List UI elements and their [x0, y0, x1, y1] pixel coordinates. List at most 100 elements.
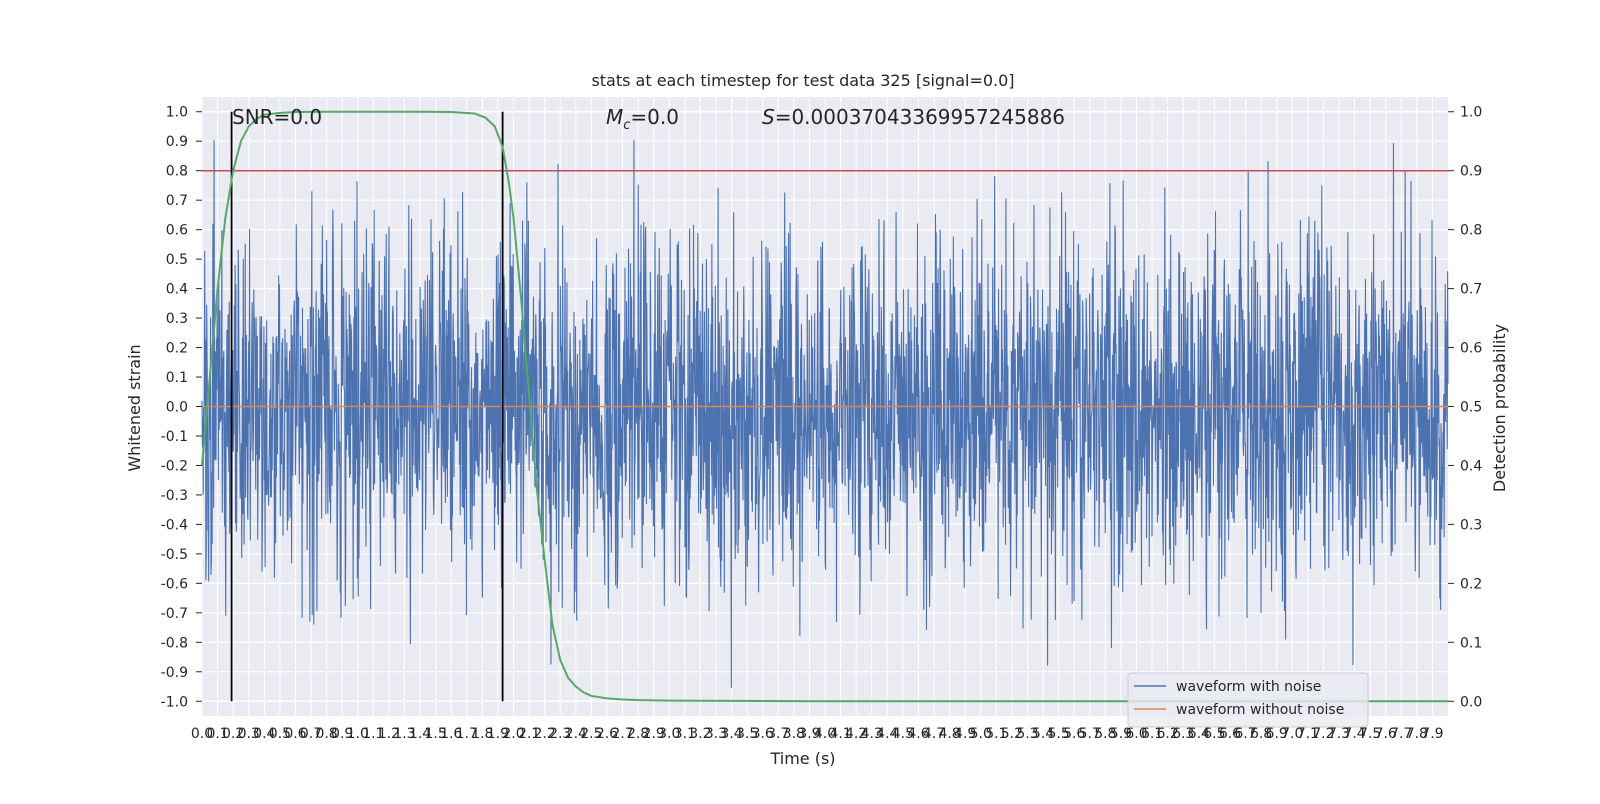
x-tick-label: 3.1	[674, 726, 696, 742]
x-tick-label: 6.2	[1157, 726, 1179, 742]
x-tick-label: 0.2	[222, 726, 244, 742]
y-tick-label: 0.3	[166, 311, 188, 327]
x-tick-label: 3.2	[689, 726, 711, 742]
x-tick-label: 0.3	[238, 726, 260, 742]
x-axis-label: Time (s)	[769, 749, 835, 768]
x-tick-label: 7.0	[1281, 726, 1303, 742]
waveform-with-noise-line	[201, 140, 1449, 688]
y-axis-label: Whitened strain	[125, 344, 144, 471]
y-tick-label: -0.8	[161, 635, 188, 651]
y-tick-label: -0.7	[161, 606, 188, 622]
x-tick-label: 3.9	[798, 726, 820, 742]
y2-tick-label: 0.5	[1460, 400, 1482, 416]
x-tick-label: 7.4	[1343, 726, 1365, 742]
x-tick-label: 5.5	[1047, 726, 1069, 742]
chart-title: stats at each timestep for test data 325…	[591, 71, 1014, 90]
y2-tick-label: 0.7	[1460, 282, 1482, 298]
y-tick-label: 0.9	[166, 134, 188, 150]
x-tick-label: 2.6	[596, 726, 618, 742]
x-tick-label: 2.4	[565, 726, 587, 742]
y-tick-label: -0.5	[161, 547, 188, 563]
x-tick-label: 6.5	[1203, 726, 1225, 742]
x-tick-label: 2.7	[611, 726, 633, 742]
x-tick-label: 6.4	[1188, 726, 1210, 742]
mc-value: =0.0	[630, 105, 679, 129]
x-tick-label: 5.4	[1032, 726, 1054, 742]
x-tick-label: 3.3	[705, 726, 727, 742]
x-tick-label: 1.4	[409, 726, 431, 742]
y-tick-label: 0.6	[166, 223, 188, 239]
y-tick-label: -0.1	[161, 429, 188, 445]
x-tick-label: 3.4	[720, 726, 742, 742]
x-tick-label: 4.4	[876, 726, 898, 742]
y-tick-label: 0.5	[166, 252, 188, 268]
x-tick-label: 5.0	[970, 726, 992, 742]
x-tick-label: 1.3	[393, 726, 415, 742]
x-tick-label: 5.3	[1016, 726, 1038, 742]
legend-label-waveform-with-noise: waveform with noise	[1176, 679, 1321, 695]
mc-annotation: Mc=0.0	[606, 105, 679, 133]
x-tick-label: 0.4	[253, 726, 275, 742]
x-tick-label: 0.6	[284, 726, 306, 742]
x-tick-label: 1.9	[487, 726, 509, 742]
x-tick-label: 3.0	[658, 726, 680, 742]
x-tick-label: 4.2	[845, 726, 867, 742]
x-tick-label: 5.8	[1094, 726, 1116, 742]
x-tick-label: 2.0	[502, 726, 524, 742]
x-tick-label: 1.7	[456, 726, 478, 742]
x-tick-label: 7.3	[1328, 726, 1350, 742]
x-tick-label: 3.8	[783, 726, 805, 742]
x-tick-label: 7.6	[1375, 726, 1397, 742]
x-tick-label: 2.8	[627, 726, 649, 742]
x-tick-label: 6.3	[1172, 726, 1194, 742]
y2-axis-label: Detection probability	[1490, 324, 1509, 492]
y-tick-label: 0.1	[166, 370, 188, 386]
x-tick-label: 4.0	[814, 726, 836, 742]
y2-tick-label: 1.0	[1460, 105, 1482, 121]
x-tick-label: 0.9	[331, 726, 353, 742]
y-tick-label: 1.0	[166, 105, 188, 121]
snr-annotation: SNR=0.0	[232, 105, 322, 129]
s-value: =0.00037043369957245886	[775, 105, 1065, 129]
x-tick-label: 7.5	[1359, 726, 1381, 742]
x-tick-label: 4.7	[923, 726, 945, 742]
x-tick-label: 7.2	[1312, 726, 1334, 742]
x-tick-label: 5.1	[985, 726, 1007, 742]
y-tick-label: 0.0	[166, 400, 188, 416]
x-tick-label: 4.3	[861, 726, 883, 742]
s-annotation: S=0.00037043369957245886	[762, 105, 1065, 129]
x-tick-label: 7.7	[1390, 726, 1412, 742]
x-tick-label: 6.7	[1234, 726, 1256, 742]
x-tick-label: 4.1	[829, 726, 851, 742]
y-tick-label: 0.7	[166, 193, 188, 209]
x-tick-label: 1.2	[378, 726, 400, 742]
x-tick-label: 4.8	[938, 726, 960, 742]
s-symbol: S	[762, 105, 775, 129]
y-tick-label: -1.0	[161, 694, 188, 710]
x-tick-label: 6.8	[1250, 726, 1272, 742]
y2-tick-label: 0.0	[1460, 694, 1482, 710]
x-tick-label: 5.2	[1001, 726, 1023, 742]
x-tick-label: 4.9	[954, 726, 976, 742]
x-tick-label: 6.9	[1266, 726, 1288, 742]
mc-symbol: M	[606, 105, 623, 129]
x-tick-label: 4.6	[907, 726, 929, 742]
x-tick-label: 1.0	[347, 726, 369, 742]
x-tick-label: 0.5	[269, 726, 291, 742]
y2-tick-label: 0.6	[1460, 341, 1482, 357]
y-tick-label: -0.4	[161, 517, 188, 533]
y2-tick-label: 0.3	[1460, 517, 1482, 533]
y-tick-label: -0.6	[161, 576, 188, 592]
x-tick-label: 7.9	[1421, 726, 1443, 742]
x-tick-label: 3.7	[767, 726, 789, 742]
x-tick-label: 2.1	[518, 726, 540, 742]
mc-subscript: c	[623, 118, 630, 133]
y-tick-label: -0.9	[161, 665, 188, 681]
y2-tick-label: 0.9	[1460, 164, 1482, 180]
y-tick-label: 0.8	[166, 164, 188, 180]
x-tick-label: 6.1	[1141, 726, 1163, 742]
x-tick-label: 4.5	[892, 726, 914, 742]
x-tick-label: 2.2	[534, 726, 556, 742]
x-tick-label: 0.7	[300, 726, 322, 742]
